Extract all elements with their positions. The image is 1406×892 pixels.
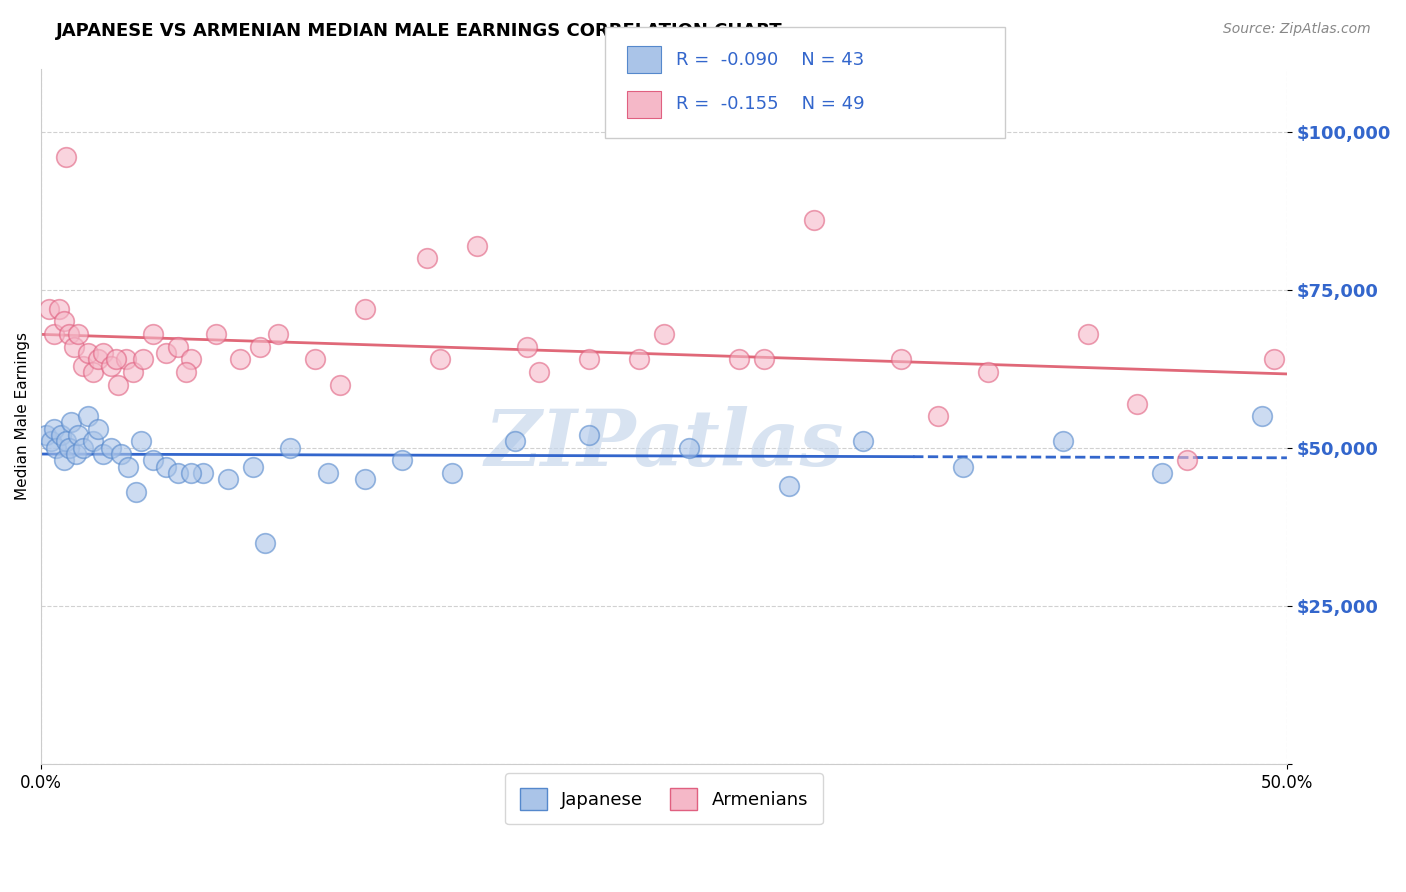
Point [100,441,122,455]
Point [114,352,136,367]
Point [778,479,800,493]
Point [42,326,65,341]
Point [67,326,90,341]
Point [167,466,190,480]
Point [254,535,277,549]
Point [354,472,377,486]
Point [38,301,60,316]
Point [93,447,115,461]
Point [87,352,110,367]
Text: R =  -0.090    N = 43: R = -0.090 N = 43 [676,51,865,69]
Point [465,238,488,252]
Point [72,359,94,373]
Point [652,326,675,341]
Point [678,441,700,455]
Point [107,377,129,392]
Point [977,365,1000,379]
Y-axis label: Median Male Earnings: Median Male Earnings [15,332,30,500]
Point [155,346,177,360]
Point [58,326,80,341]
Point [122,365,145,379]
Point [578,352,600,367]
Point [167,340,190,354]
Point [49,428,72,442]
Point [82,434,104,449]
Point [1126,396,1149,410]
Point [354,301,377,316]
Point [52,314,75,328]
Point [578,428,600,442]
Point [77,409,100,424]
Point [727,352,749,367]
Point [628,352,651,367]
Point [82,365,104,379]
Text: Source: ZipAtlas.com: Source: ZipAtlas.com [1223,22,1371,37]
Text: JAPANESE VS ARMENIAN MEDIAN MALE EARNINGS CORRELATION CHART: JAPANESE VS ARMENIAN MEDIAN MALE EARNING… [56,22,783,40]
Point [229,352,252,367]
Point [852,434,875,449]
Point [174,365,197,379]
Point [93,346,115,360]
Point [62,340,84,354]
Point [60,416,83,430]
Point [142,326,165,341]
Point [129,434,152,449]
Point [803,213,825,227]
Point [55,150,77,164]
Point [516,340,538,354]
Point [191,466,214,480]
Point [87,422,110,436]
Point [1052,434,1074,449]
Point [1251,409,1274,424]
Point [278,441,301,455]
Point [104,352,127,367]
Point [132,352,155,367]
Point [100,359,122,373]
Point [180,466,202,480]
Point [316,466,339,480]
Point [242,459,264,474]
Point [125,485,148,500]
Point [117,459,139,474]
Point [441,466,464,480]
Point [39,434,62,449]
Text: R =  -0.155    N = 49: R = -0.155 N = 49 [676,95,865,113]
Point [65,447,87,461]
Point [1077,326,1099,341]
Point [110,447,132,461]
Point [304,352,326,367]
Point [927,409,949,424]
Point [52,453,75,467]
Point [142,453,165,467]
Point [72,441,94,455]
Point [55,434,77,449]
Point [58,441,80,455]
Point [77,346,100,360]
Point [416,251,439,265]
Point [217,472,239,486]
Point [329,377,352,392]
Point [42,422,65,436]
Point [48,301,70,316]
Point [752,352,775,367]
Point [1152,466,1174,480]
Point [249,340,271,354]
Point [180,352,202,367]
Point [1263,352,1285,367]
Point [890,352,912,367]
Legend: Japanese, Armenians: Japanese, Armenians [505,773,823,824]
Point [155,459,177,474]
Point [1175,453,1198,467]
Point [429,352,451,367]
Point [952,459,974,474]
Point [204,326,226,341]
Point [529,365,551,379]
Point [503,434,526,449]
Point [67,428,90,442]
Text: ZIPatlas: ZIPatlas [484,406,844,483]
Point [35,428,58,442]
Point [45,441,67,455]
Point [391,453,413,467]
Point [267,326,290,341]
